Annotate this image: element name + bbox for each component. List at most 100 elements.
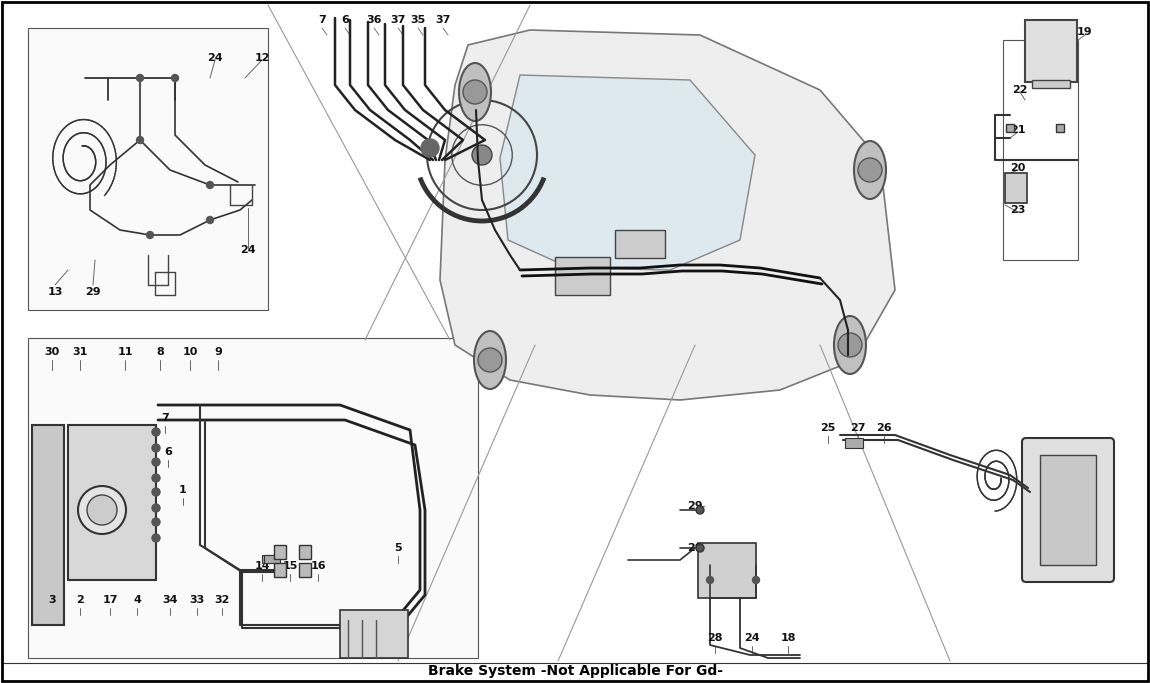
Text: 34: 34 <box>162 595 178 605</box>
Circle shape <box>152 474 160 482</box>
Bar <box>28 28 268 310</box>
Ellipse shape <box>474 331 506 389</box>
Text: 29: 29 <box>688 501 703 511</box>
Circle shape <box>478 348 503 372</box>
Circle shape <box>696 544 704 552</box>
Text: 19: 19 <box>1078 27 1092 37</box>
Circle shape <box>137 74 144 81</box>
Text: 15: 15 <box>282 561 298 571</box>
FancyBboxPatch shape <box>1022 438 1114 582</box>
Text: 25: 25 <box>820 423 836 433</box>
Text: 23: 23 <box>1011 205 1026 215</box>
Text: 5: 5 <box>394 543 401 553</box>
Bar <box>274 563 286 577</box>
Text: 18: 18 <box>780 633 796 643</box>
Text: 22: 22 <box>1012 85 1028 95</box>
Text: Brake System -Not Applicable For Gd-: Brake System -Not Applicable For Gd- <box>428 664 722 678</box>
Circle shape <box>78 486 126 534</box>
Bar <box>555 257 610 295</box>
Text: 4: 4 <box>133 595 141 605</box>
Text: 33: 33 <box>190 595 205 605</box>
Circle shape <box>87 495 117 525</box>
Bar <box>845 438 862 448</box>
Polygon shape <box>500 75 756 270</box>
Bar <box>28 338 478 658</box>
Circle shape <box>146 232 153 238</box>
Text: 6: 6 <box>342 15 348 25</box>
Circle shape <box>752 576 759 583</box>
Ellipse shape <box>459 63 491 121</box>
Text: 6: 6 <box>164 447 172 457</box>
Circle shape <box>207 217 214 223</box>
Text: 16: 16 <box>310 561 325 571</box>
Bar <box>1040 455 1096 565</box>
Circle shape <box>472 145 492 165</box>
Text: 31: 31 <box>72 347 87 357</box>
Text: 24: 24 <box>207 53 223 63</box>
Bar <box>32 425 64 625</box>
Text: 36: 36 <box>366 15 382 25</box>
Text: 1: 1 <box>179 485 186 495</box>
Bar <box>1032 80 1070 88</box>
Text: 37: 37 <box>390 15 406 25</box>
Text: 29: 29 <box>688 543 703 553</box>
Text: 26: 26 <box>876 423 891 433</box>
Text: 14: 14 <box>254 561 270 571</box>
Bar <box>299 545 310 559</box>
Text: 9: 9 <box>214 347 222 357</box>
Bar <box>274 545 286 559</box>
Polygon shape <box>440 30 895 400</box>
Text: 2: 2 <box>76 595 84 605</box>
Bar <box>1056 124 1064 132</box>
Text: 20: 20 <box>1011 163 1026 173</box>
Bar <box>1025 20 1078 82</box>
Bar <box>264 555 279 563</box>
Text: 32: 32 <box>214 595 230 605</box>
Bar <box>698 543 756 598</box>
Ellipse shape <box>854 141 886 199</box>
Circle shape <box>152 534 160 542</box>
Circle shape <box>152 444 160 452</box>
Circle shape <box>838 333 862 357</box>
Ellipse shape <box>834 316 866 374</box>
Text: 7: 7 <box>161 413 169 423</box>
Bar <box>1003 40 1078 260</box>
Bar <box>615 230 665 258</box>
Text: 8: 8 <box>156 347 164 357</box>
Text: 28: 28 <box>707 633 722 643</box>
Text: 29: 29 <box>85 287 101 297</box>
Text: 12: 12 <box>254 53 270 63</box>
Text: 24: 24 <box>744 633 760 643</box>
Circle shape <box>463 80 486 104</box>
Bar <box>1005 173 1027 203</box>
Text: 30: 30 <box>45 347 60 357</box>
Circle shape <box>137 137 144 143</box>
Circle shape <box>152 518 160 526</box>
Circle shape <box>152 428 160 436</box>
Text: 10: 10 <box>183 347 198 357</box>
Text: 37: 37 <box>436 15 451 25</box>
Text: 13: 13 <box>47 287 63 297</box>
Circle shape <box>696 506 704 514</box>
Text: 21: 21 <box>1010 125 1026 135</box>
Text: 17: 17 <box>102 595 117 605</box>
Text: 11: 11 <box>117 347 132 357</box>
Circle shape <box>207 182 214 189</box>
Text: 35: 35 <box>411 15 425 25</box>
Text: 3: 3 <box>48 595 56 605</box>
Circle shape <box>152 458 160 466</box>
Text: 24: 24 <box>240 245 255 255</box>
Circle shape <box>152 488 160 496</box>
Circle shape <box>706 576 713 583</box>
Bar <box>1006 124 1014 132</box>
Circle shape <box>421 139 439 157</box>
Bar <box>262 555 278 563</box>
Text: 27: 27 <box>850 423 866 433</box>
Bar <box>299 563 310 577</box>
Circle shape <box>152 504 160 512</box>
Circle shape <box>171 74 178 81</box>
Bar <box>68 425 156 580</box>
Circle shape <box>858 158 882 182</box>
Bar <box>340 610 408 658</box>
Text: 7: 7 <box>319 15 325 25</box>
